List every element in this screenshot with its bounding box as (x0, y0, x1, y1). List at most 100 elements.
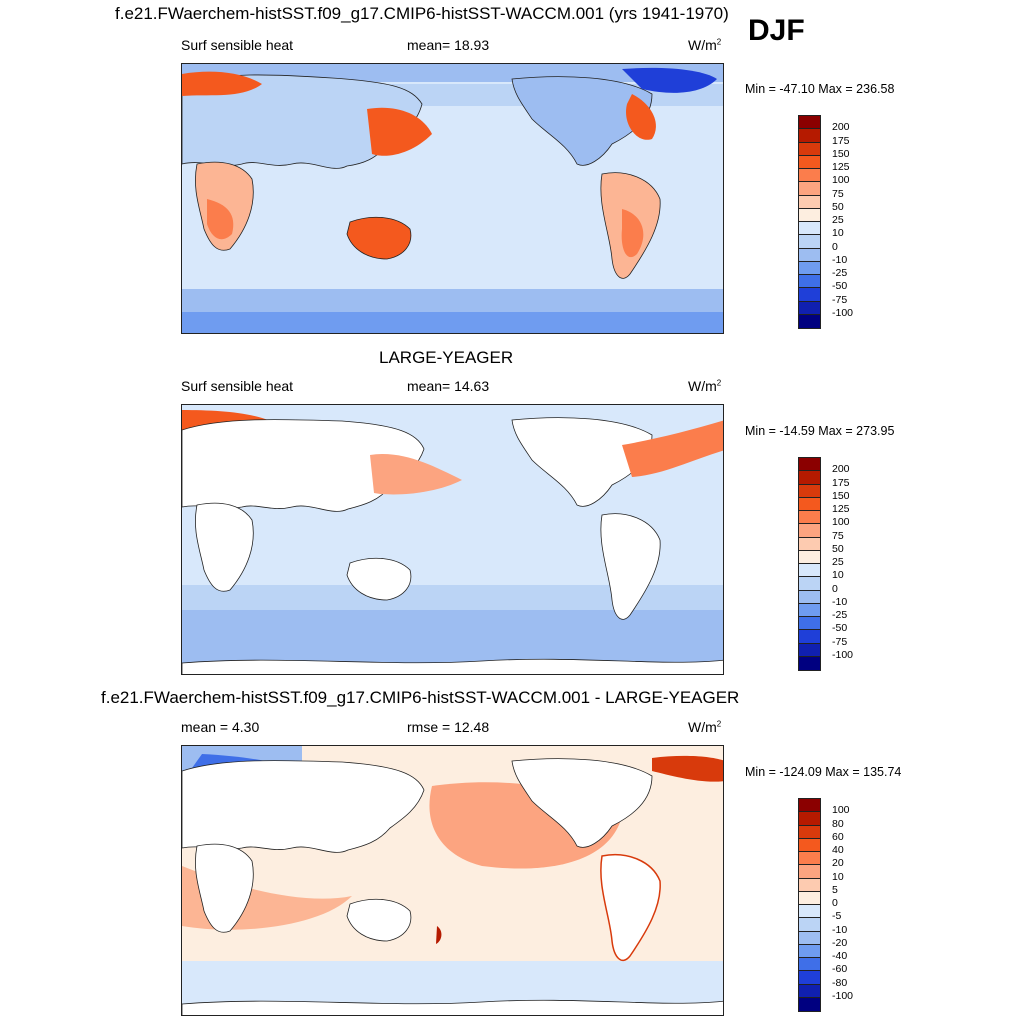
colorbar-tick-label: -50 (832, 622, 848, 635)
colorbar-swatch (799, 931, 820, 945)
colorbar-tick-label: -5 (832, 910, 842, 923)
colorbar-tick-label: 25 (832, 214, 844, 226)
colorbar-tick-label: 75 (832, 529, 844, 542)
panel-2-minmax: Min = -14.59 Max = 273.95 (745, 424, 895, 438)
panel-3-title: f.e21.FWaerchem-histSST.f09_g17.CMIP6-hi… (101, 688, 740, 707)
panel-3-mean-label: mean = 4.30 (181, 719, 260, 735)
colorbar-swatch (799, 275, 820, 289)
colorbar-swatch (799, 643, 820, 657)
panel-3-units: W/m2 (688, 719, 722, 735)
colorbar-swatch (799, 129, 820, 143)
colorbar-tick-label: 0 (832, 240, 838, 253)
panel-2-colorbar (798, 457, 821, 671)
colorbar-tick-label: 10 (832, 569, 844, 582)
colorbar-swatch (799, 484, 820, 498)
colorbar-swatch (799, 169, 820, 183)
colorbar-swatch (799, 577, 820, 591)
panel-2-title: LARGE-YEAGER (379, 348, 514, 367)
colorbar-swatch (799, 142, 820, 156)
colorbar-tick-label: -100 (832, 989, 854, 1002)
colorbar-swatch (799, 537, 820, 551)
colorbar-swatch (799, 958, 820, 972)
colorbar-swatch (799, 511, 820, 525)
colorbar-swatch (799, 825, 820, 839)
colorbar-tick-label: 50 (832, 542, 844, 555)
colorbar-tick-label: 200 (832, 463, 850, 476)
panel-1-units: W/m2 (688, 37, 722, 53)
panel-2-mean-label: mean= 14.63 (407, 378, 490, 394)
panel-1-title: f.e21.FWaerchem-histSST.f09_g17.CMIP6-hi… (115, 4, 729, 23)
colorbar-swatch (799, 878, 820, 892)
colorbar-swatch (799, 248, 820, 262)
panel-2-variable-label: Surf sensible heat (181, 378, 294, 394)
colorbar-swatch (799, 314, 820, 328)
colorbar-tick-label: -80 (832, 976, 848, 989)
colorbar-swatch (799, 603, 820, 617)
colorbar-tick-label: 50 (832, 200, 844, 213)
colorbar-tick-label: -75 (832, 293, 848, 306)
colorbar-swatch (799, 235, 820, 249)
colorbar-swatch (799, 550, 820, 564)
colorbar-swatch (799, 301, 820, 315)
colorbar-tick-label: 150 (832, 147, 850, 160)
colorbar-tick-label: -25 (832, 609, 848, 621)
colorbar-swatch (799, 617, 820, 631)
colorbar-tick-label: 175 (832, 134, 850, 147)
colorbar-swatch (799, 944, 820, 958)
colorbar-swatch (799, 261, 820, 275)
colorbar-swatch (799, 971, 820, 985)
colorbar-swatch (799, 288, 820, 302)
colorbar-tick-label: 60 (832, 830, 844, 843)
panel-2-map (181, 404, 724, 675)
colorbar-swatch (799, 918, 820, 932)
season-label: DJF (748, 14, 805, 47)
colorbar-tick-label: 100 (832, 516, 850, 529)
colorbar-swatch (799, 905, 820, 919)
colorbar-tick-label: 25 (832, 556, 844, 568)
colorbar-tick-label: 40 (832, 844, 844, 856)
colorbar-tick-label: -75 (832, 635, 848, 648)
panel-1-variable-label: Surf sensible heat (181, 37, 294, 53)
panel-1-map (181, 63, 724, 334)
colorbar-swatch (799, 116, 820, 130)
colorbar-tick-label: -100 (832, 306, 854, 319)
panel-3-minmax: Min = -124.09 Max = 135.74 (745, 765, 902, 779)
colorbar-tick-label: 5 (832, 883, 838, 896)
colorbar-tick-label: 125 (832, 503, 850, 515)
colorbar-tick-label: -10 (832, 923, 848, 936)
colorbar-tick-label: -40 (832, 950, 848, 962)
colorbar-swatch (799, 471, 820, 485)
colorbar-tick-label: 0 (832, 582, 838, 595)
panel-1-mean-label: mean= 18.93 (407, 37, 490, 53)
colorbar-swatch (799, 195, 820, 209)
colorbar-swatch (799, 564, 820, 578)
colorbar-tick-label: -10 (832, 595, 848, 608)
colorbar-tick-label: -50 (832, 280, 848, 293)
colorbar-tick-label: -60 (832, 963, 848, 976)
colorbar-swatch (799, 656, 820, 670)
colorbar-tick-label: -100 (832, 648, 854, 661)
colorbar-tick-label: 175 (832, 476, 850, 489)
colorbar-swatch (799, 838, 820, 852)
colorbar-swatch (799, 865, 820, 879)
colorbar-swatch (799, 997, 820, 1011)
colorbar-swatch (799, 812, 820, 826)
colorbar-tick-label: 10 (832, 870, 844, 883)
panel-3-map (181, 745, 724, 1016)
colorbar-swatch (799, 799, 820, 813)
colorbar-tick-label: -10 (832, 253, 848, 266)
colorbar-swatch (799, 458, 820, 472)
colorbar-swatch (799, 208, 820, 222)
panel-1-colorbar (798, 115, 821, 329)
colorbar-tick-label: -20 (832, 936, 848, 949)
colorbar-swatch (799, 852, 820, 866)
colorbar-swatch (799, 590, 820, 604)
colorbar-tick-label: 20 (832, 857, 844, 870)
colorbar-tick-label: 100 (832, 174, 850, 187)
colorbar-swatch (799, 182, 820, 196)
colorbar-tick-label: 0 (832, 897, 838, 909)
colorbar-tick-label: 100 (832, 804, 850, 817)
colorbar-swatch (799, 984, 820, 998)
colorbar-tick-label: 200 (832, 121, 850, 134)
colorbar-tick-label: 150 (832, 489, 850, 502)
